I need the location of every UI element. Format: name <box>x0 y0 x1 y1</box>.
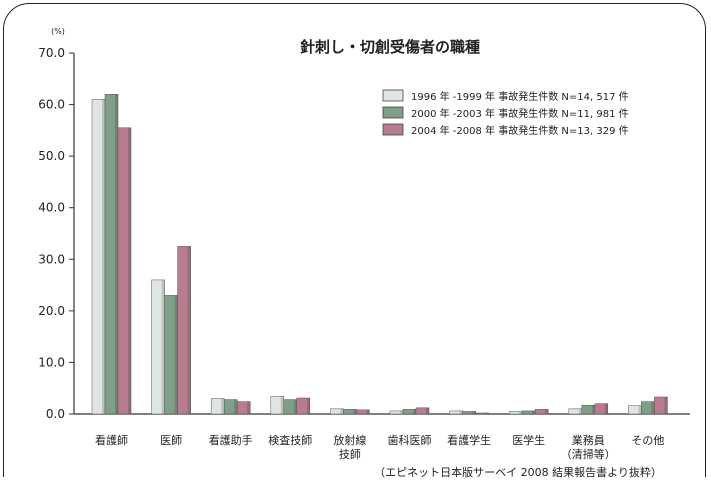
y-tick-label: 0.0 <box>46 407 65 421</box>
bar-shade <box>532 410 536 414</box>
legend-label: 2000 年 -2003 年 事故発生件数 N=11, 981 件 <box>411 107 629 120</box>
bar-shade <box>247 401 251 414</box>
bar <box>356 409 370 415</box>
bar <box>594 403 609 415</box>
legend-label: 2004 年 -2008 年 事故発生件数 N=13, 329 件 <box>411 124 629 137</box>
y-tick-label: 20.0 <box>38 304 65 318</box>
y-tick-label: 60.0 <box>38 98 65 112</box>
x-tick-label: 看護学生 <box>447 433 491 447</box>
bar-shade <box>293 399 297 414</box>
bar-shade <box>340 408 344 414</box>
bar-shade <box>161 279 165 414</box>
bar-shade <box>426 407 429 414</box>
x-tick-label: 検査技師 <box>268 433 312 447</box>
bar <box>117 127 132 415</box>
x-tick-label: 医師 <box>160 434 182 447</box>
bar-shade <box>604 403 608 414</box>
x-tick-label: 医学生 <box>512 433 545 447</box>
chart-frame <box>3 3 706 477</box>
y-tick-label: 70.0 <box>38 46 65 60</box>
bar <box>654 396 668 415</box>
bar-shade <box>459 410 463 414</box>
legend-swatch <box>382 89 404 102</box>
bar-shade <box>400 410 403 414</box>
bar-shade <box>115 94 118 414</box>
bar <box>462 411 476 415</box>
bar-shade <box>591 405 595 414</box>
bar <box>475 412 489 415</box>
bar-shade <box>545 409 549 414</box>
bar-shade <box>485 412 489 414</box>
y-tick-label: 10.0 <box>38 355 65 369</box>
bar-shade <box>187 246 191 414</box>
bar-shade <box>353 409 357 414</box>
x-tick-label: （清掃等） <box>561 447 616 461</box>
bar-shade <box>102 99 105 415</box>
bar-shade <box>413 409 416 414</box>
bar <box>415 407 430 415</box>
bar-shade <box>664 396 668 414</box>
bar <box>296 397 311 415</box>
bar-shade <box>578 408 582 414</box>
legend: 1996 年 -1999 年 事故発生件数 N=14, 517 件 2000 年 … <box>382 89 629 137</box>
legend-label: 1996 年 -1999 年 事故発生件数 N=14, 517 件 <box>411 90 629 103</box>
bar-shade <box>128 127 131 415</box>
x-tick-label: 業務員 <box>572 433 605 447</box>
bar-shade <box>366 409 370 414</box>
x-tick-label: その他 <box>631 434 664 447</box>
bar-shade <box>472 411 476 414</box>
x-tick-label: 歯科医師 <box>388 433 432 447</box>
y-tick-label: 50.0 <box>38 149 65 163</box>
bar-shade <box>638 405 642 414</box>
x-tick-label: 放射線 <box>333 433 366 447</box>
bar-shade <box>280 396 284 414</box>
bar <box>534 409 549 415</box>
legend-swatch <box>382 123 404 136</box>
bar <box>236 401 251 415</box>
bar-shade <box>651 401 655 414</box>
bar-shade <box>234 399 238 414</box>
bar-shade <box>221 398 225 414</box>
x-tick-label: 技師 <box>339 448 361 461</box>
chart-title: 針刺し・切創受傷者の職種 <box>300 38 480 56</box>
x-tick-label: 看護師 <box>95 433 128 447</box>
y-tick-label: 40.0 <box>38 201 65 215</box>
bar-shade <box>174 295 178 414</box>
y-axis-unit: (%) <box>51 27 65 36</box>
bar-shade <box>519 411 523 414</box>
bar-shade <box>306 398 310 414</box>
x-tick-label: 看護助手 <box>209 433 253 447</box>
source-note: （エピネット日本版サーベイ 2008 結果報告書より抜粋） <box>374 465 662 479</box>
legend-swatch <box>382 106 404 119</box>
y-tick-label: 30.0 <box>38 252 65 266</box>
bar <box>177 246 191 415</box>
